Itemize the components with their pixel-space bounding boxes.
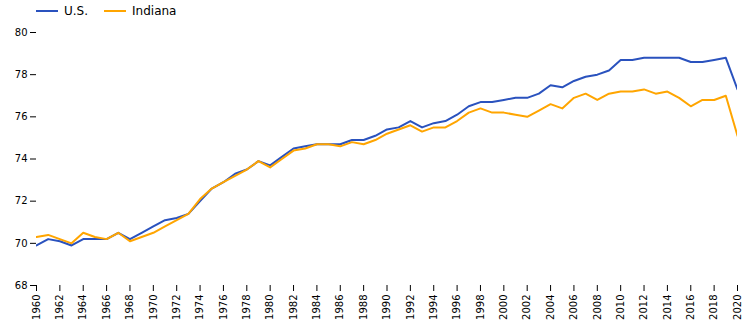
svg-text:2020: 2020 [732, 295, 743, 320]
svg-text:2006: 2006 [568, 295, 579, 320]
svg-text:1988: 1988 [358, 295, 369, 320]
html-text:U.S.: U.S. [64, 4, 88, 18]
svg-text:80: 80 [15, 27, 28, 38]
svg-text:2008: 2008 [592, 295, 603, 320]
svg-text:1976: 1976 [218, 295, 229, 320]
svg-text:74: 74 [15, 153, 28, 164]
svg-text:1968: 1968 [124, 295, 135, 320]
svg-text:1960: 1960 [31, 295, 42, 320]
svg-text:1966: 1966 [101, 295, 112, 320]
svg-text:78: 78 [15, 69, 28, 80]
svg-text:1972: 1972 [171, 295, 182, 320]
svg-text:2016: 2016 [685, 295, 696, 320]
svg-text:2000: 2000 [498, 295, 509, 320]
svg-text:1978: 1978 [241, 295, 252, 320]
svg-text:2002: 2002 [521, 295, 532, 320]
svg-text:2018: 2018 [708, 295, 719, 320]
svg-text:1964: 1964 [77, 295, 88, 320]
svg-text:1986: 1986 [334, 295, 345, 320]
svg-text:1998: 1998 [475, 295, 486, 320]
svg-text:1970: 1970 [148, 295, 159, 320]
html-text:Indiana: Indiana [132, 4, 177, 18]
svg-text:2012: 2012 [638, 295, 649, 320]
svg-text:2010: 2010 [615, 295, 626, 320]
svg-text:1992: 1992 [405, 295, 416, 320]
svg-text:1990: 1990 [381, 295, 392, 320]
svg-text:1974: 1974 [194, 295, 205, 320]
svg-text:1994: 1994 [428, 295, 439, 320]
svg-text:1962: 1962 [54, 295, 65, 320]
svg-text:1984: 1984 [311, 295, 322, 320]
svg-text:76: 76 [15, 111, 28, 122]
svg-text:72: 72 [15, 195, 28, 206]
svg-text:2014: 2014 [662, 295, 673, 320]
svg-text:1982: 1982 [288, 295, 299, 320]
svg-text:1996: 1996 [451, 295, 462, 320]
svg-text:70: 70 [15, 238, 28, 249]
svg-text:2004: 2004 [545, 295, 556, 320]
svg-text:1980: 1980 [264, 295, 275, 320]
svg-text:68: 68 [15, 280, 28, 291]
